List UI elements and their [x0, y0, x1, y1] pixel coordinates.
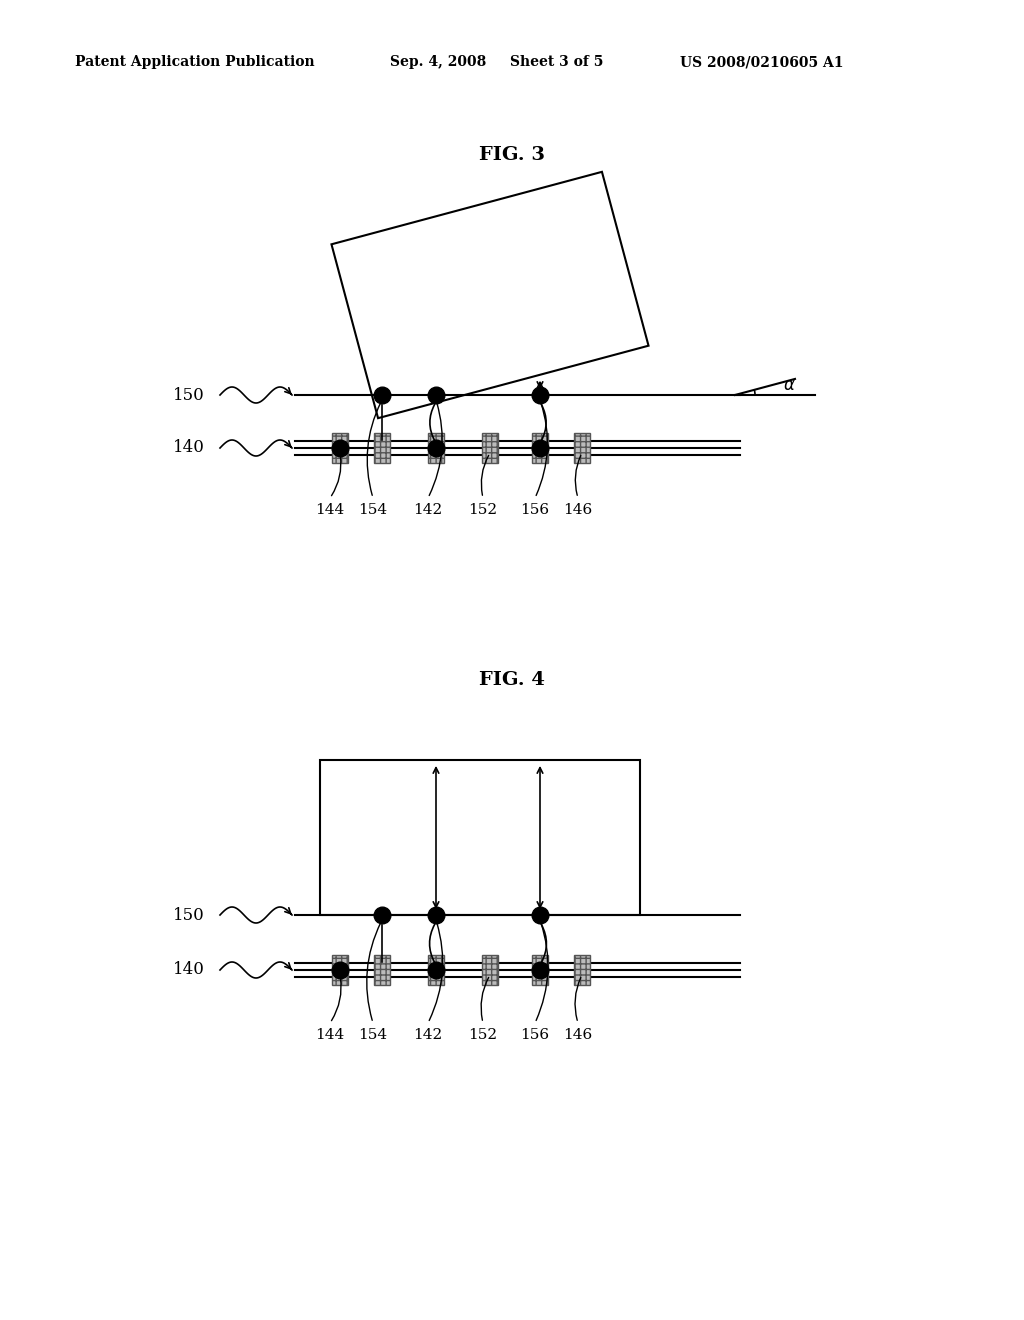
Text: 140: 140: [173, 961, 205, 978]
Text: 152: 152: [468, 503, 498, 517]
Text: FIG. 3: FIG. 3: [479, 147, 545, 164]
Bar: [428, 433, 444, 463]
Text: FIG. 4: FIG. 4: [479, 671, 545, 689]
Bar: [574, 954, 590, 985]
Bar: [482, 433, 498, 463]
Bar: [374, 954, 390, 985]
Text: Patent Application Publication: Patent Application Publication: [75, 55, 314, 69]
Text: 142: 142: [414, 1028, 442, 1041]
Text: 144: 144: [315, 1028, 345, 1041]
Text: 146: 146: [563, 503, 593, 517]
Bar: [428, 954, 444, 985]
Text: 150: 150: [173, 907, 205, 924]
Text: 154: 154: [358, 503, 387, 517]
Text: Sep. 4, 2008: Sep. 4, 2008: [390, 55, 486, 69]
Text: 146: 146: [563, 1028, 593, 1041]
Text: 144: 144: [315, 503, 345, 517]
Bar: [532, 433, 548, 463]
Text: US 2008/0210605 A1: US 2008/0210605 A1: [680, 55, 844, 69]
Text: 154: 154: [358, 1028, 387, 1041]
Bar: [482, 954, 498, 985]
Bar: [332, 954, 348, 985]
Bar: [319, 760, 640, 915]
Text: 142: 142: [414, 503, 442, 517]
Bar: [532, 954, 548, 985]
Text: 140: 140: [173, 440, 205, 457]
Text: 156: 156: [520, 503, 550, 517]
Text: 152: 152: [468, 1028, 498, 1041]
Bar: [374, 433, 390, 463]
Text: $\alpha$: $\alpha$: [783, 376, 796, 393]
Text: 150: 150: [173, 387, 205, 404]
Text: Sheet 3 of 5: Sheet 3 of 5: [510, 55, 603, 69]
Bar: [332, 433, 348, 463]
Bar: [574, 433, 590, 463]
Text: 156: 156: [520, 1028, 550, 1041]
